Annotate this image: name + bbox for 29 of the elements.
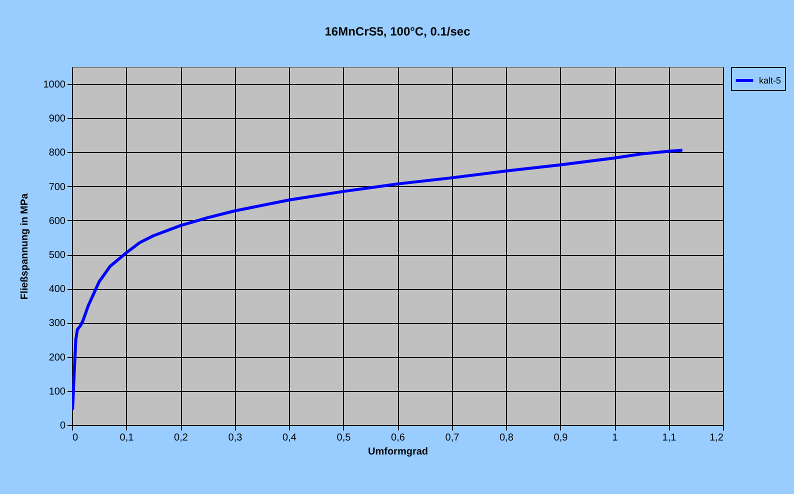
y-tick-label: 100 xyxy=(48,386,66,398)
legend-label: kalt-5 xyxy=(759,76,782,86)
x-tick-label: 1,1 xyxy=(662,432,677,444)
x-tick-label: 0 xyxy=(72,432,78,444)
x-tick-label: 0,2 xyxy=(174,432,188,444)
x-tick-label: 1 xyxy=(612,432,618,444)
x-tick-label: 0,6 xyxy=(391,432,406,444)
x-tick-label: 0,1 xyxy=(120,432,134,444)
x-axis-title: Umformgrad xyxy=(368,446,428,458)
y-tick-label: 400 xyxy=(48,284,66,296)
x-tick-label: 0,3 xyxy=(228,432,243,444)
line-series xyxy=(72,148,684,412)
y-axis-title: Fließspannung in MPa xyxy=(19,193,30,300)
y-tick-label: 700 xyxy=(48,182,66,193)
y-tick-label: 0 xyxy=(60,420,66,432)
x-tick-label: 0,9 xyxy=(554,432,568,444)
x-tick-label: 0,5 xyxy=(336,432,352,444)
x-tick-label: 0,4 xyxy=(282,432,297,444)
y-tick-label: 1000 xyxy=(43,80,66,91)
x-tick-label: 1,2 xyxy=(710,432,724,444)
y-tick-label: 800 xyxy=(48,148,66,159)
y-tick-label: 300 xyxy=(48,318,66,330)
y-tick-label: 500 xyxy=(48,250,66,262)
y-tick-label: 900 xyxy=(48,114,66,125)
x-tick-label: 0,7 xyxy=(445,432,460,444)
x-tick-label: 0,8 xyxy=(500,432,514,444)
y-tick-label: 200 xyxy=(48,352,66,364)
y-tick-label: 600 xyxy=(48,216,66,227)
chart-title: 16MnCrS5, 100°C, 0.1/sec xyxy=(324,24,471,38)
